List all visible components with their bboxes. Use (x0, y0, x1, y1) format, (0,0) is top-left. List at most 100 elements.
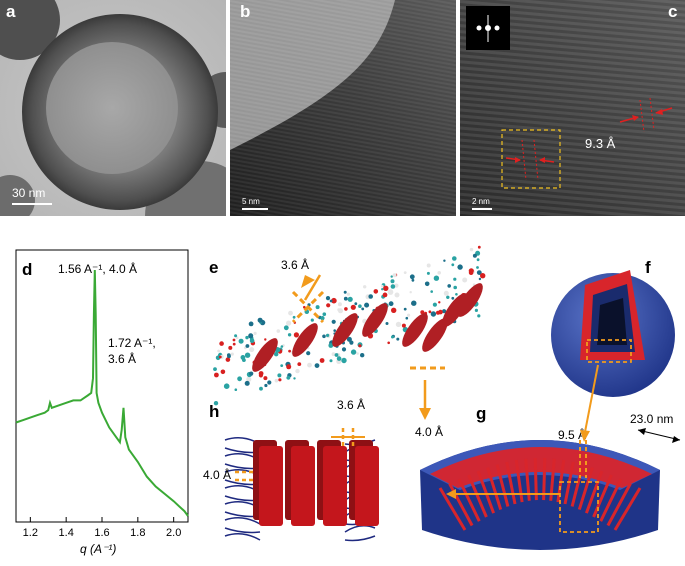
shell-stripe (563, 461, 575, 505)
shell-stripe (457, 478, 481, 522)
atom (331, 352, 336, 357)
atom (218, 355, 222, 359)
atom (478, 277, 482, 281)
atom (257, 317, 263, 323)
stack-column (355, 446, 379, 526)
x-tick-label-3: 1.8 (130, 527, 145, 539)
atom (240, 355, 246, 360)
atom (474, 308, 478, 312)
atom (428, 310, 432, 314)
x-tick-label-1: 1.4 (59, 527, 74, 539)
atom (287, 333, 292, 337)
atom (407, 313, 411, 317)
panel-a-tem-image: a 30 nm (0, 0, 255, 271)
atom (411, 300, 417, 306)
panel-c-scale-text: 2 nm (472, 197, 490, 206)
shell-stripe (570, 464, 585, 507)
panel-c-label: c (668, 2, 678, 21)
atom (390, 279, 395, 284)
atom (319, 358, 325, 363)
atom (385, 322, 389, 325)
stack-column (291, 446, 315, 526)
molecular-model-svg (213, 245, 486, 420)
atom (392, 273, 397, 278)
atom (388, 301, 394, 307)
atom (217, 349, 220, 353)
atom (264, 383, 268, 388)
atom (264, 338, 267, 341)
atom (248, 321, 254, 327)
atom (220, 369, 226, 375)
atom (288, 349, 291, 353)
atom (409, 291, 412, 294)
shell-stripe (476, 470, 496, 514)
stack-column (323, 446, 347, 526)
atom (346, 292, 350, 296)
shell-stripe (592, 474, 613, 518)
atom (326, 333, 330, 337)
peak-label-1: 1.56 A⁻¹, 4.0 Å (58, 262, 138, 276)
panel-b-label: b (240, 2, 251, 21)
atom (253, 331, 257, 335)
x-axis-label: q (A⁻¹) (80, 542, 117, 556)
atom (433, 275, 440, 281)
shell-stripe (584, 470, 604, 514)
peak-label-2a: 1.72 A⁻¹, (108, 336, 156, 350)
atom (469, 247, 474, 252)
molecular-rod (252, 338, 278, 372)
atom (334, 353, 339, 357)
panel-h-distance-1: 3.6 Å (337, 398, 366, 412)
panel-d-xrd-chart: 1.2 1.4 1.6 1.8 2.0 d 1.56 A⁻¹, 4.0 Å 1.72 A… (0, 240, 205, 561)
atom (277, 373, 282, 378)
xrd-chart-svg: 1.2 1.4 1.6 1.8 2.0 (15, 249, 189, 539)
atom (453, 277, 457, 281)
shell-stripe (505, 461, 517, 505)
atom (443, 259, 446, 262)
atom (280, 364, 284, 367)
shell-stripe (606, 482, 632, 527)
molecular-rod (457, 283, 483, 317)
shell-stripe (486, 467, 503, 511)
atom (278, 378, 282, 382)
atom (360, 353, 365, 358)
atom (234, 388, 238, 391)
atom (245, 344, 250, 348)
panel-h-label: h (209, 402, 220, 421)
atom (394, 283, 399, 288)
panel-e-label: e (209, 258, 219, 277)
atom (477, 245, 481, 249)
atom (249, 371, 254, 376)
panel-b-micrograph (230, 0, 456, 216)
atom (349, 340, 354, 345)
atom (280, 345, 284, 348)
molecular-rod (292, 323, 318, 357)
atom (401, 323, 406, 328)
molecular-rod (332, 313, 358, 347)
panel-b-hrtem-image: b 5 nm (230, 0, 456, 216)
atom (438, 309, 443, 315)
atom (244, 352, 251, 358)
atom (227, 353, 231, 357)
atom (381, 288, 384, 291)
atom (248, 333, 254, 339)
panel-g-distance-2: 23.0 nm (630, 412, 674, 426)
atom (303, 305, 306, 309)
atom (438, 301, 441, 304)
atom (219, 341, 224, 346)
panel-d-label: d (22, 260, 33, 279)
panel-a-scale-text: 30 nm (12, 186, 46, 200)
panel-h-column-stacks: h 3.6 Å 4.0 Å (203, 398, 405, 561)
atom (403, 307, 407, 311)
atom (443, 290, 449, 296)
column-stacks-svg (224, 428, 379, 542)
atom (344, 307, 348, 311)
atom (476, 258, 480, 262)
atom (476, 266, 479, 269)
atom (274, 378, 279, 383)
atom (358, 304, 362, 308)
alkyl-chain (224, 527, 261, 534)
atom (368, 294, 373, 299)
atom (396, 337, 400, 341)
atom (288, 310, 293, 316)
atom (432, 302, 437, 307)
